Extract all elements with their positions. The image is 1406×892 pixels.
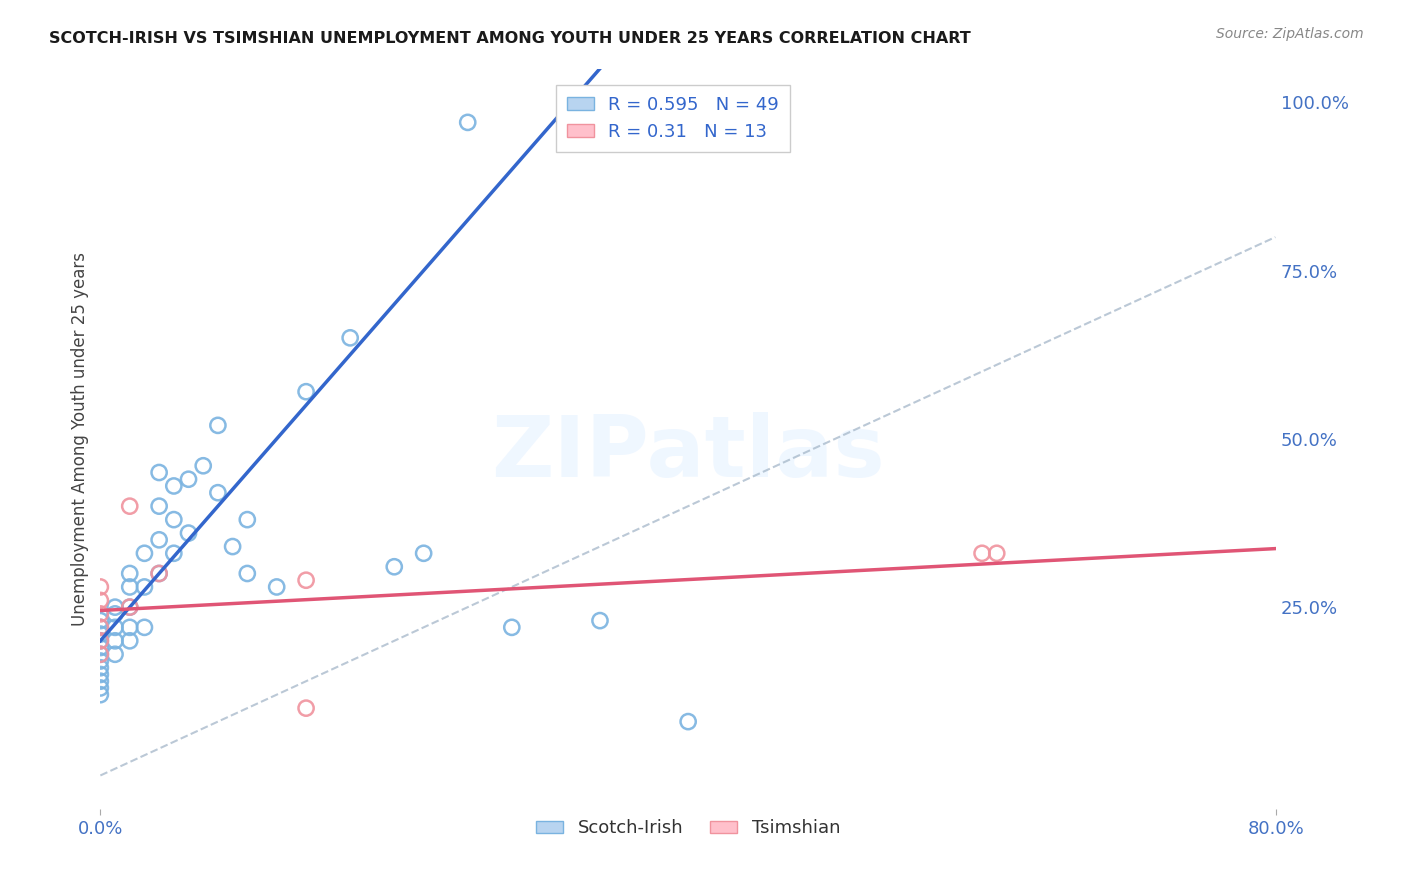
Point [221, 540, 243, 554]
Point [89, 688, 111, 702]
Text: ZIPatlas: ZIPatlas [491, 412, 884, 495]
Point [295, 701, 318, 715]
Point [89, 580, 111, 594]
Point [89, 674, 111, 689]
Point [118, 580, 141, 594]
Point [104, 600, 127, 615]
Point [501, 620, 523, 634]
Point [148, 466, 170, 480]
Point [339, 331, 361, 345]
Point [134, 580, 156, 594]
Point [89, 661, 111, 675]
Point [148, 533, 170, 547]
Point [134, 620, 156, 634]
Point [148, 499, 170, 513]
Point [295, 573, 318, 587]
Text: Source: ZipAtlas.com: Source: ZipAtlas.com [1216, 27, 1364, 41]
Point [295, 384, 318, 399]
Point [986, 546, 1008, 560]
Y-axis label: Unemployment Among Youth under 25 years: Unemployment Among Youth under 25 years [72, 252, 89, 626]
Point [236, 566, 259, 581]
Point [163, 479, 186, 493]
Point [118, 620, 141, 634]
Point [148, 566, 170, 581]
Point [589, 614, 612, 628]
Point [89, 593, 111, 607]
Point [412, 546, 434, 560]
Point [118, 499, 141, 513]
Point [89, 620, 111, 634]
Point [207, 485, 229, 500]
Point [89, 654, 111, 668]
Point [177, 526, 200, 541]
Point [89, 647, 111, 661]
Point [134, 546, 156, 560]
Point [236, 513, 259, 527]
Point [676, 714, 699, 729]
Point [457, 115, 479, 129]
Point [207, 418, 229, 433]
Point [89, 640, 111, 655]
Point [177, 472, 200, 486]
Point [104, 633, 127, 648]
Point [266, 580, 288, 594]
Point [89, 614, 111, 628]
Point [104, 620, 127, 634]
Point [163, 513, 186, 527]
Point [193, 458, 215, 473]
Point [118, 600, 141, 615]
Point [89, 620, 111, 634]
Point [89, 633, 111, 648]
Text: SCOTCH-IRISH VS TSIMSHIAN UNEMPLOYMENT AMONG YOUTH UNDER 25 YEARS CORRELATION CH: SCOTCH-IRISH VS TSIMSHIAN UNEMPLOYMENT A… [49, 31, 972, 46]
Point [118, 566, 141, 581]
Point [970, 546, 993, 560]
Point [382, 559, 405, 574]
Legend: Scotch-Irish, Tsimshian: Scotch-Irish, Tsimshian [529, 812, 848, 845]
Point [89, 633, 111, 648]
Point [89, 607, 111, 621]
Point [104, 607, 127, 621]
Point [118, 600, 141, 615]
Point [148, 566, 170, 581]
Point [89, 627, 111, 641]
Point [163, 546, 186, 560]
Point [89, 667, 111, 681]
Point [89, 681, 111, 695]
Point [104, 647, 127, 661]
Point [89, 647, 111, 661]
Point [118, 633, 141, 648]
